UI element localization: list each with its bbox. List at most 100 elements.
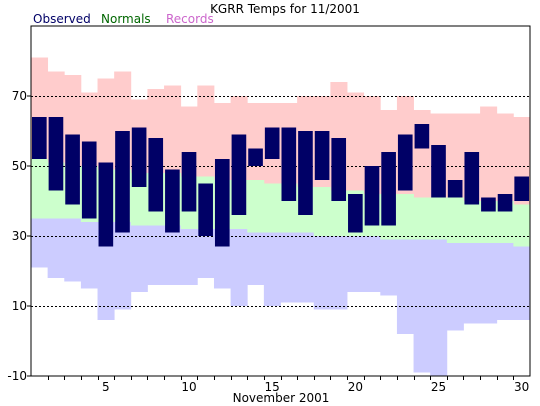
record-low-bar [130,225,148,292]
record-low-bar [330,236,348,310]
record-low-bar [513,246,531,320]
observed-bar [481,197,496,212]
observed-bar [214,159,230,247]
record-high-bar [446,113,464,198]
record-high-bar [347,92,365,191]
y-tick-label: 50 [12,159,27,173]
normal-range-bar [463,201,481,243]
observed-bar [31,117,47,159]
x-axis: 5 10 15 20 25 30 [48,376,529,394]
record-high-bar [413,110,431,198]
normal-range-bar [513,204,531,247]
observed-bar [231,134,247,215]
record-low-bar [347,236,365,292]
observed-bar [348,194,363,233]
record-low-bar [496,243,514,320]
observed-bar [331,138,347,201]
plot-frame [30,25,531,377]
observed-bar [181,152,197,212]
record-low-bar [147,225,165,285]
record-low-bar [446,243,464,331]
normal-range-bar [396,194,414,240]
x-tick-label: 15 [265,380,280,394]
record-low-bar [313,236,331,310]
record-low-bar [263,232,281,306]
record-low-layer [31,218,531,376]
x-tick-label: 25 [431,380,446,394]
record-high-bar [480,106,498,201]
observed-bar [248,148,263,166]
normal-range-bar [263,183,281,233]
observed-bar [115,131,130,233]
observed-bar [397,134,413,191]
observed-bar [464,152,480,205]
record-low-bar [80,222,98,289]
x-tick-label: 10 [181,380,196,394]
observed-bar [314,131,330,180]
normal-range-bar [446,197,464,243]
observed-bar [447,180,463,198]
observed-bar [165,169,180,233]
normal-range-bar [330,190,348,236]
observed-bar [431,145,446,198]
observed-layer [31,117,530,247]
legend-observed: Observed [33,12,91,26]
record-low-bar [463,243,481,324]
observed-bar [98,162,114,247]
record-low-bar [64,218,82,282]
legend-records: Records [166,12,214,26]
observed-bar [514,176,530,201]
x-tick-label: 30 [514,380,529,394]
normal-range-bar [430,197,448,240]
record-low-bar [114,222,132,310]
observed-bar [48,117,64,191]
normal-range-bar [313,187,331,236]
observed-bar [198,183,213,236]
record-low-bar [396,239,414,334]
record-high-bar [247,103,265,180]
normal-range-bar [31,159,49,219]
record-low-bar [480,243,498,324]
observed-bar [264,127,280,159]
observed-bar [364,166,380,226]
gridlines [31,96,530,307]
record-low-bar [197,229,215,278]
chart-title: KGRR Temps for 11/2001 [210,2,360,16]
normal-range-bar [413,197,431,240]
legend-normals: Normals [101,12,151,26]
observed-bar [281,127,297,201]
observed-bar [497,194,513,212]
observed-bar [131,127,147,187]
record-low-bar [280,232,298,303]
observed-bar [298,131,313,215]
record-low-bar [47,218,65,278]
observed-bar [381,152,396,226]
x-tick-label: 20 [348,380,363,394]
record-low-bar [413,239,431,373]
record-high-bar [164,85,182,173]
record-high-bar [496,113,514,201]
y-tick-label: 10 [12,299,27,313]
observed-bar [148,138,164,212]
record-low-bar [363,236,381,292]
y-tick-label: 30 [12,229,27,243]
record-low-bar [430,239,448,376]
y-tick-label: 70 [12,89,27,103]
record-low-bar [247,232,265,285]
record-high-bar [197,85,215,177]
record-high-bar [97,78,115,170]
x-tick-label: 5 [102,380,110,394]
y-axis: -10 10 30 50 70 [7,89,31,383]
observed-bar [81,141,97,219]
record-low-bar [380,239,398,296]
y-tick-label: -10 [7,369,27,383]
record-low-bar [180,229,198,285]
record-low-bar [297,232,315,303]
record-low-bar [164,225,182,285]
observed-bar [65,134,80,205]
observed-bar [414,124,430,149]
record-low-bar [31,218,49,268]
record-low-bar [230,229,248,306]
